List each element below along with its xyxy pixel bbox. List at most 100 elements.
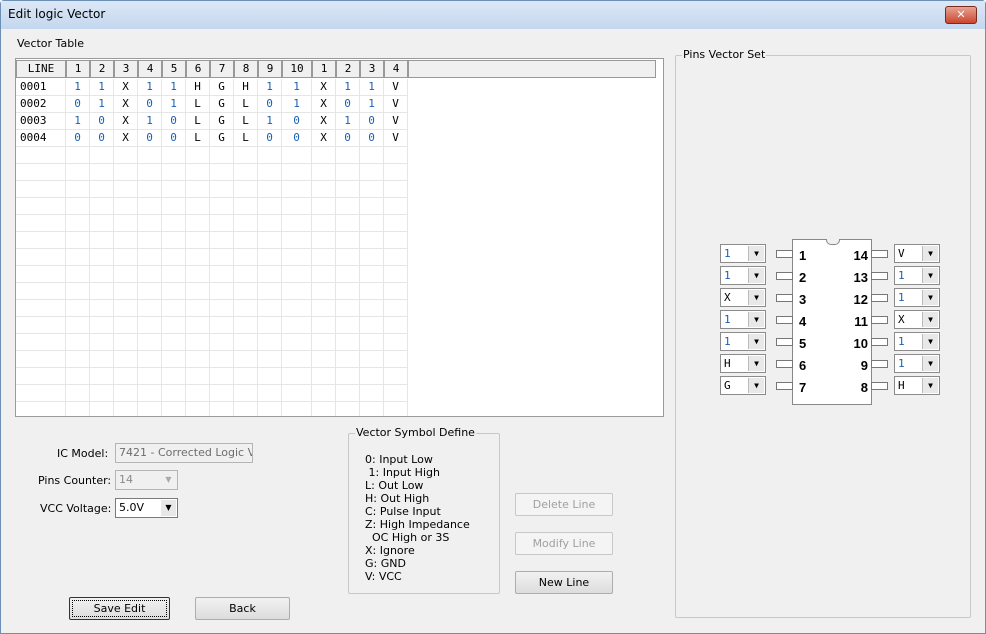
empty-cell[interactable] bbox=[210, 215, 234, 232]
vector-cell[interactable]: X bbox=[114, 130, 138, 147]
empty-cell[interactable] bbox=[186, 147, 210, 164]
pin-10-select[interactable]: 1 ▼ bbox=[894, 332, 940, 351]
empty-cell[interactable] bbox=[16, 283, 66, 300]
empty-cell[interactable] bbox=[336, 215, 360, 232]
empty-cell[interactable] bbox=[138, 368, 162, 385]
empty-cell[interactable] bbox=[114, 232, 138, 249]
pin-12-select[interactable]: 1 ▼ bbox=[894, 288, 940, 307]
column-header-5[interactable]: 5 bbox=[162, 60, 186, 78]
empty-cell[interactable] bbox=[162, 351, 186, 368]
vector-table[interactable]: LINE 1 2 3 4 5 6 7 8 9 10 1 2 3 4 0001 1 1 X 1 1 H G H 1 1 X 1 1 V 000… bbox=[15, 58, 664, 417]
empty-cell[interactable] bbox=[282, 368, 312, 385]
empty-cell[interactable] bbox=[114, 317, 138, 334]
pin-9-select[interactable]: 1 ▼ bbox=[894, 354, 940, 373]
column-header-10[interactable]: 10 bbox=[282, 60, 312, 78]
empty-cell[interactable] bbox=[66, 300, 90, 317]
vector-cell[interactable]: X bbox=[312, 96, 336, 113]
vector-cell[interactable]: V bbox=[384, 130, 408, 147]
ic-model-field[interactable]: 7421 - Corrected Logic Vect bbox=[115, 443, 253, 463]
empty-cell[interactable] bbox=[186, 317, 210, 334]
vector-cell[interactable]: X bbox=[312, 130, 336, 147]
column-header-13[interactable]: 3 bbox=[360, 60, 384, 78]
empty-cell[interactable] bbox=[90, 181, 114, 198]
empty-cell[interactable] bbox=[210, 351, 234, 368]
empty-cell[interactable] bbox=[162, 266, 186, 283]
empty-cell[interactable] bbox=[16, 232, 66, 249]
empty-cell[interactable] bbox=[360, 232, 384, 249]
empty-cell[interactable] bbox=[210, 198, 234, 215]
empty-cell[interactable] bbox=[282, 283, 312, 300]
column-header-14[interactable]: 4 bbox=[384, 60, 408, 78]
line-number-cell[interactable]: 0002 bbox=[16, 96, 66, 113]
empty-cell[interactable] bbox=[336, 351, 360, 368]
empty-cell[interactable] bbox=[360, 283, 384, 300]
column-header-7[interactable]: 7 bbox=[210, 60, 234, 78]
empty-cell[interactable] bbox=[258, 283, 282, 300]
empty-cell[interactable] bbox=[360, 164, 384, 181]
vector-cell[interactable]: 0 bbox=[336, 96, 360, 113]
empty-cell[interactable] bbox=[384, 164, 408, 181]
empty-cell[interactable] bbox=[186, 300, 210, 317]
vector-cell[interactable]: L bbox=[234, 113, 258, 130]
empty-cell[interactable] bbox=[138, 334, 162, 351]
empty-cell[interactable] bbox=[210, 368, 234, 385]
empty-cell[interactable] bbox=[90, 198, 114, 215]
empty-cell[interactable] bbox=[66, 368, 90, 385]
vcc-voltage-select[interactable]: 5.0V ▼ bbox=[115, 498, 178, 518]
empty-cell[interactable] bbox=[162, 300, 186, 317]
empty-cell[interactable] bbox=[186, 266, 210, 283]
empty-cell[interactable] bbox=[282, 198, 312, 215]
vector-cell[interactable]: 1 bbox=[282, 79, 312, 96]
empty-cell[interactable] bbox=[162, 317, 186, 334]
empty-cell[interactable] bbox=[162, 232, 186, 249]
empty-cell[interactable] bbox=[336, 317, 360, 334]
vector-cell[interactable]: 0 bbox=[282, 113, 312, 130]
empty-cell[interactable] bbox=[258, 198, 282, 215]
empty-cell[interactable] bbox=[312, 164, 336, 181]
pin-7-select[interactable]: G ▼ bbox=[720, 376, 766, 395]
empty-cell[interactable] bbox=[16, 385, 66, 402]
pins-counter-select[interactable]: 14 ▼ bbox=[115, 470, 178, 490]
empty-cell[interactable] bbox=[162, 283, 186, 300]
empty-cell[interactable] bbox=[312, 402, 336, 416]
vector-cell[interactable]: 0 bbox=[360, 113, 384, 130]
vector-cell[interactable]: 1 bbox=[360, 79, 384, 96]
vector-cell[interactable]: 0 bbox=[90, 113, 114, 130]
pin-2-select[interactable]: 1 ▼ bbox=[720, 266, 766, 285]
empty-cell[interactable] bbox=[90, 334, 114, 351]
vector-cell[interactable]: 1 bbox=[258, 79, 282, 96]
empty-cell[interactable] bbox=[234, 402, 258, 416]
empty-cell[interactable] bbox=[186, 164, 210, 181]
empty-cell[interactable] bbox=[138, 300, 162, 317]
empty-cell[interactable] bbox=[384, 198, 408, 215]
vector-cell[interactable]: 0 bbox=[360, 130, 384, 147]
empty-cell[interactable] bbox=[138, 351, 162, 368]
empty-cell[interactable] bbox=[162, 334, 186, 351]
vector-cell[interactable]: X bbox=[312, 113, 336, 130]
empty-cell[interactable] bbox=[114, 334, 138, 351]
vector-cell[interactable]: G bbox=[210, 130, 234, 147]
empty-cell[interactable] bbox=[336, 402, 360, 416]
empty-cell[interactable] bbox=[16, 334, 66, 351]
empty-cell[interactable] bbox=[114, 181, 138, 198]
vector-cell[interactable]: V bbox=[384, 96, 408, 113]
empty-cell[interactable] bbox=[384, 266, 408, 283]
empty-cell[interactable] bbox=[210, 249, 234, 266]
empty-cell[interactable] bbox=[360, 402, 384, 416]
empty-cell[interactable] bbox=[312, 181, 336, 198]
vector-cell[interactable]: 1 bbox=[162, 79, 186, 96]
empty-cell[interactable] bbox=[312, 283, 336, 300]
empty-cell[interactable] bbox=[66, 181, 90, 198]
vector-cell[interactable]: L bbox=[234, 96, 258, 113]
vector-cell[interactable]: 0 bbox=[162, 130, 186, 147]
empty-cell[interactable] bbox=[162, 249, 186, 266]
empty-cell[interactable] bbox=[162, 215, 186, 232]
empty-cell[interactable] bbox=[360, 334, 384, 351]
column-header-6[interactable]: 6 bbox=[186, 60, 210, 78]
empty-cell[interactable] bbox=[90, 249, 114, 266]
empty-cell[interactable] bbox=[282, 249, 312, 266]
column-header-4[interactable]: 4 bbox=[138, 60, 162, 78]
empty-cell[interactable] bbox=[210, 283, 234, 300]
column-header-11[interactable]: 1 bbox=[312, 60, 336, 78]
empty-cell[interactable] bbox=[336, 147, 360, 164]
